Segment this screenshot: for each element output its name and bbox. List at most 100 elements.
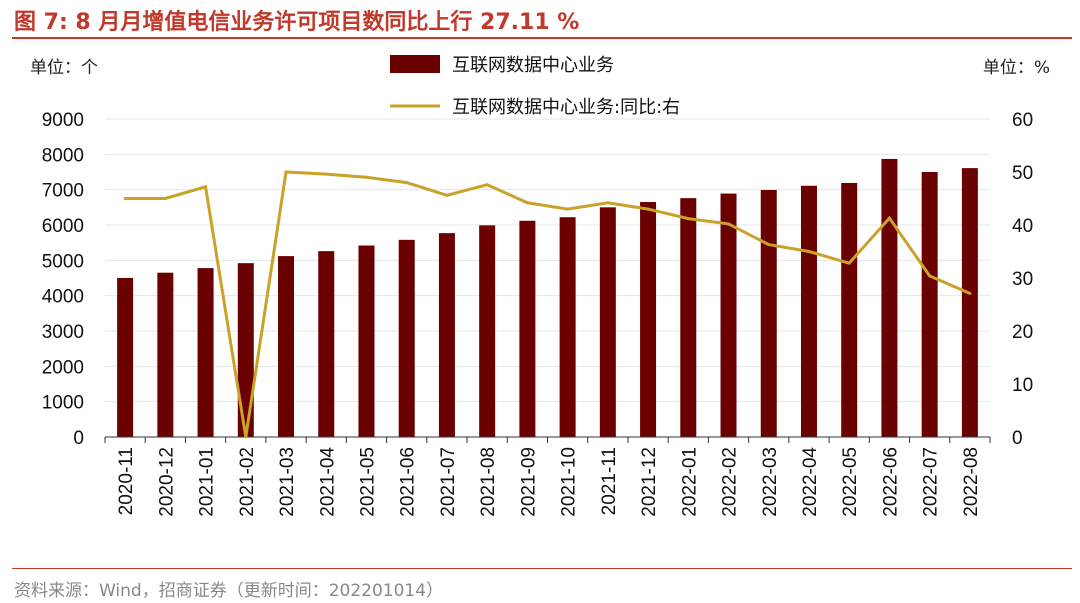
bar (841, 182, 858, 437)
x-tick-label: 2022-07 (921, 447, 942, 517)
bar (559, 217, 576, 437)
left-tick-label: 8000 (42, 145, 84, 166)
bar (278, 256, 295, 437)
yoy-line (125, 170, 971, 438)
x-tick-label: 2022-03 (760, 447, 781, 517)
line-point (968, 291, 972, 295)
right-tick-label: 40 (1012, 216, 1033, 237)
left-tick-label: 6000 (42, 216, 84, 237)
x-axis: 2020-11 2020-12 2021-01 2021-02 2021-03 2021-… (104, 436, 991, 517)
x-tick-label: 2022-08 (961, 447, 982, 517)
bar (921, 172, 938, 437)
bar (197, 268, 214, 437)
x-tick-label: 2021-10 (559, 447, 580, 517)
right-tick-label: 0 (1012, 428, 1023, 449)
left-tick-label: 7000 (42, 181, 84, 202)
bar (358, 245, 375, 437)
x-tick-label: 2021-11 (599, 447, 620, 515)
legend-bar-label: 互联网数据中心业务 (452, 55, 614, 76)
bar-series (117, 158, 978, 437)
line-point (807, 250, 811, 253)
bar (157, 272, 174, 437)
left-tick-label: 2000 (42, 357, 84, 378)
bar (760, 190, 777, 437)
bar (519, 220, 536, 437)
bar (800, 185, 817, 437)
left-tick-label: 3000 (42, 322, 84, 343)
title-rule (12, 37, 1072, 39)
line-point (284, 170, 288, 174)
line-point (244, 435, 248, 439)
x-tick-label: 2022-05 (840, 447, 861, 517)
gridlines (105, 118, 990, 403)
chart-title: 图 7: 8 月月增值电信业务许可项目数同比上行 27.11 % (14, 10, 580, 35)
x-tick-label: 2022-06 (880, 447, 901, 517)
line-point (485, 183, 489, 187)
line-point (686, 217, 690, 221)
left-tick-label: 1000 (42, 393, 84, 414)
bar (599, 207, 616, 437)
x-tick-label: 2021-04 (317, 447, 338, 517)
line-point (606, 201, 610, 205)
right-tick-label: 10 (1012, 375, 1033, 396)
x-tick-label: 2020-12 (156, 447, 177, 517)
right-tick-label: 20 (1012, 322, 1033, 343)
line-point (123, 197, 127, 200)
x-tick-label: 2021-09 (518, 447, 539, 517)
line-point (727, 222, 731, 226)
bar (237, 263, 254, 437)
legend-line-label: 互联网数据中心业务:同比:右 (452, 97, 680, 118)
bar (479, 225, 496, 437)
bar (961, 168, 978, 437)
line-point (566, 207, 570, 211)
bar (680, 198, 697, 437)
left-tick-label: 5000 (42, 251, 84, 272)
x-tick-label: 2021-06 (398, 447, 419, 517)
right-unit-label: 单位：% (983, 58, 1050, 78)
left-axis-ticks: 0 1000 2000 3000 4000 5000 6000 7000 8000 9000 (42, 110, 84, 449)
right-tick-label: 50 (1012, 163, 1033, 184)
line-point (163, 197, 167, 200)
line-point (204, 185, 208, 189)
x-tick-label: 2022-02 (720, 447, 741, 517)
x-tick-label: 2020-11 (116, 447, 137, 515)
x-tick-label: 2021-05 (357, 447, 378, 517)
x-tick-label: 2021-08 (478, 447, 499, 517)
chart-svg: 单位：个 单位：% 互联网数据中心业务 互联网数据中心业务:同比:右 01000… (30, 55, 1050, 517)
left-tick-label: 9000 (42, 110, 84, 131)
line-point (646, 207, 650, 211)
line-point (364, 175, 368, 179)
x-tick-label: 2021-07 (438, 447, 459, 517)
bar (438, 233, 455, 437)
x-tick-label: 2021-02 (237, 447, 258, 517)
line-series (123, 170, 972, 439)
bar (318, 251, 335, 437)
line-point (847, 261, 851, 265)
line-point (405, 181, 409, 185)
line-point (928, 274, 932, 278)
left-tick-label: 4000 (42, 287, 84, 308)
line-point (525, 201, 529, 205)
x-tick-label: 2021-12 (639, 447, 660, 517)
line-point (445, 193, 449, 197)
source-note: 资料来源：Wind，招商证券（更新时间：202201014） (14, 581, 444, 601)
left-tick-label: 0 (73, 428, 84, 449)
right-tick-label: 30 (1012, 269, 1033, 290)
bar (881, 158, 898, 437)
right-tick-label: 60 (1012, 110, 1033, 131)
x-tick-label: 2021-01 (197, 447, 218, 517)
bar (117, 278, 134, 437)
x-tick-label: 2021-03 (277, 447, 298, 517)
right-axis-ticks: 0 10 20 30 40 50 60 (1012, 110, 1033, 449)
x-tick-label: 2022-04 (800, 447, 821, 517)
legend: 互联网数据中心业务 互联网数据中心业务:同比:右 (390, 55, 680, 118)
x-tick-label: 2022-01 (679, 447, 700, 517)
bar (398, 239, 415, 437)
line-point (324, 172, 328, 176)
line-point (887, 216, 891, 220)
line-point (767, 243, 771, 247)
bar (640, 202, 657, 437)
legend-bar-swatch (390, 55, 440, 73)
left-unit-label: 单位：个 (30, 58, 98, 78)
bar (720, 193, 737, 437)
